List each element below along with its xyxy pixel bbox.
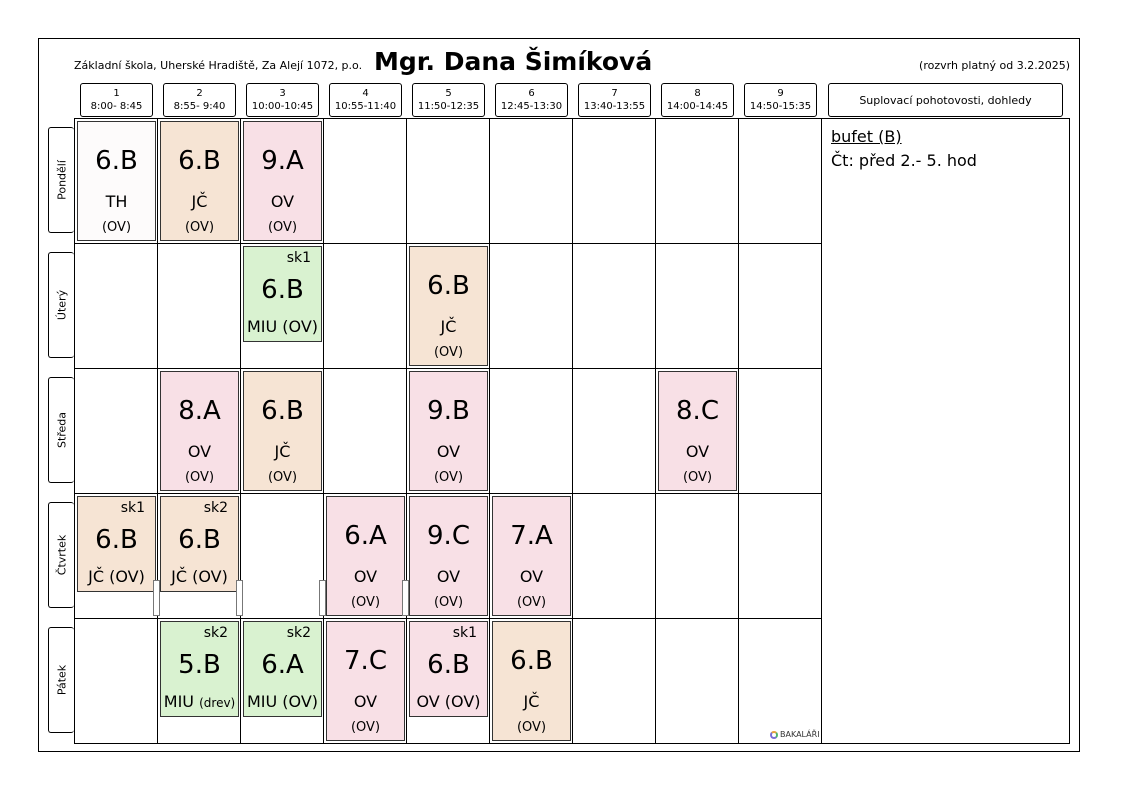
period-header: 8 14:00-14:45 [661, 83, 734, 117]
lesson-card[interactable]: 7.A OV (OV) [492, 496, 571, 616]
period-header: 4 10:55-11:40 [329, 83, 402, 117]
period-header: 3 10:00-10:45 [246, 83, 319, 117]
grid-line [240, 118, 241, 744]
lesson-card[interactable]: sk1 6.B JČ (OV) [77, 496, 156, 592]
grid-line [74, 368, 822, 369]
lesson-card[interactable]: 8.C OV (OV) [658, 371, 737, 491]
lesson-card[interactable]: sk2 6.A MIU (OV) [243, 621, 322, 717]
grid-line [738, 118, 739, 744]
day-label-monday: Pondělí [48, 127, 74, 233]
lesson-card[interactable]: sk2 5.B MIU (drev) [160, 621, 239, 717]
duty-header: Suplovací pohotovosti, dohledy [828, 83, 1063, 117]
school-name: Základní škola, Uherské Hradiště, Za Ale… [74, 59, 363, 72]
grid-line [655, 118, 656, 744]
period-header: 2 8:55- 9:40 [163, 83, 236, 117]
resize-handle[interactable] [236, 580, 243, 616]
grid-line [74, 493, 822, 494]
timetable-frame [38, 38, 1080, 752]
lesson-card[interactable]: 9.B OV (OV) [409, 371, 488, 491]
day-label-tuesday: Úterý [48, 252, 74, 358]
day-label-friday: Pátek [48, 627, 74, 733]
grid-line [323, 118, 324, 744]
validity-note: (rozvrh platný od 3.2.2025) [919, 59, 1070, 72]
grid-line [821, 118, 822, 744]
period-header: 1 8:00- 8:45 [80, 83, 153, 117]
bakalari-logo-icon [770, 730, 778, 739]
lesson-card[interactable]: sk1 6.B OV (OV) [409, 621, 488, 717]
lesson-card[interactable]: 9.A OV (OV) [243, 121, 322, 241]
grid-line [572, 118, 573, 744]
grid-line [74, 243, 822, 244]
resize-handle[interactable] [402, 580, 409, 616]
lesson-card[interactable]: 6.B JČ (OV) [243, 371, 322, 491]
resize-handle[interactable] [153, 580, 160, 616]
lesson-card[interactable]: 9.C OV (OV) [409, 496, 488, 616]
period-header: 6 12:45-13:30 [495, 83, 568, 117]
grid-line [406, 118, 407, 744]
lesson-card[interactable]: 6.B JČ (OV) [160, 121, 239, 241]
duty-title: bufet (B) [831, 127, 902, 146]
lesson-card[interactable]: 6.B TH (OV) [77, 121, 156, 241]
lesson-card[interactable]: sk1 6.B MIU (OV) [243, 246, 322, 342]
period-header: 9 14:50-15:35 [744, 83, 817, 117]
lesson-card[interactable]: 7.C OV (OV) [326, 621, 405, 741]
teacher-name: Mgr. Dana Šimíková [374, 47, 653, 76]
lesson-card[interactable]: sk2 6.B JČ (OV) [160, 496, 239, 592]
lesson-card[interactable]: 8.A OV (OV) [160, 371, 239, 491]
period-header: 7 13:40-13:55 [578, 83, 651, 117]
lesson-card[interactable]: 6.A OV (OV) [326, 496, 405, 616]
duty-text: Čt: před 2.- 5. hod [831, 151, 977, 170]
day-label-thursday: Čtvrtek [48, 502, 74, 608]
lesson-card[interactable]: 6.B JČ (OV) [492, 621, 571, 741]
grid-line [489, 118, 490, 744]
bakalari-logo: BAKALÁŘI [770, 730, 820, 739]
grid-line [74, 618, 822, 619]
duty-info: bufet (B) Čt: před 2.- 5. hod [831, 125, 977, 173]
day-label-wednesday: Středa [48, 377, 74, 483]
grid-line [157, 118, 158, 744]
lesson-card[interactable]: 6.B JČ (OV) [409, 246, 488, 366]
period-header: 5 11:50-12:35 [412, 83, 485, 117]
resize-handle[interactable] [319, 580, 326, 616]
